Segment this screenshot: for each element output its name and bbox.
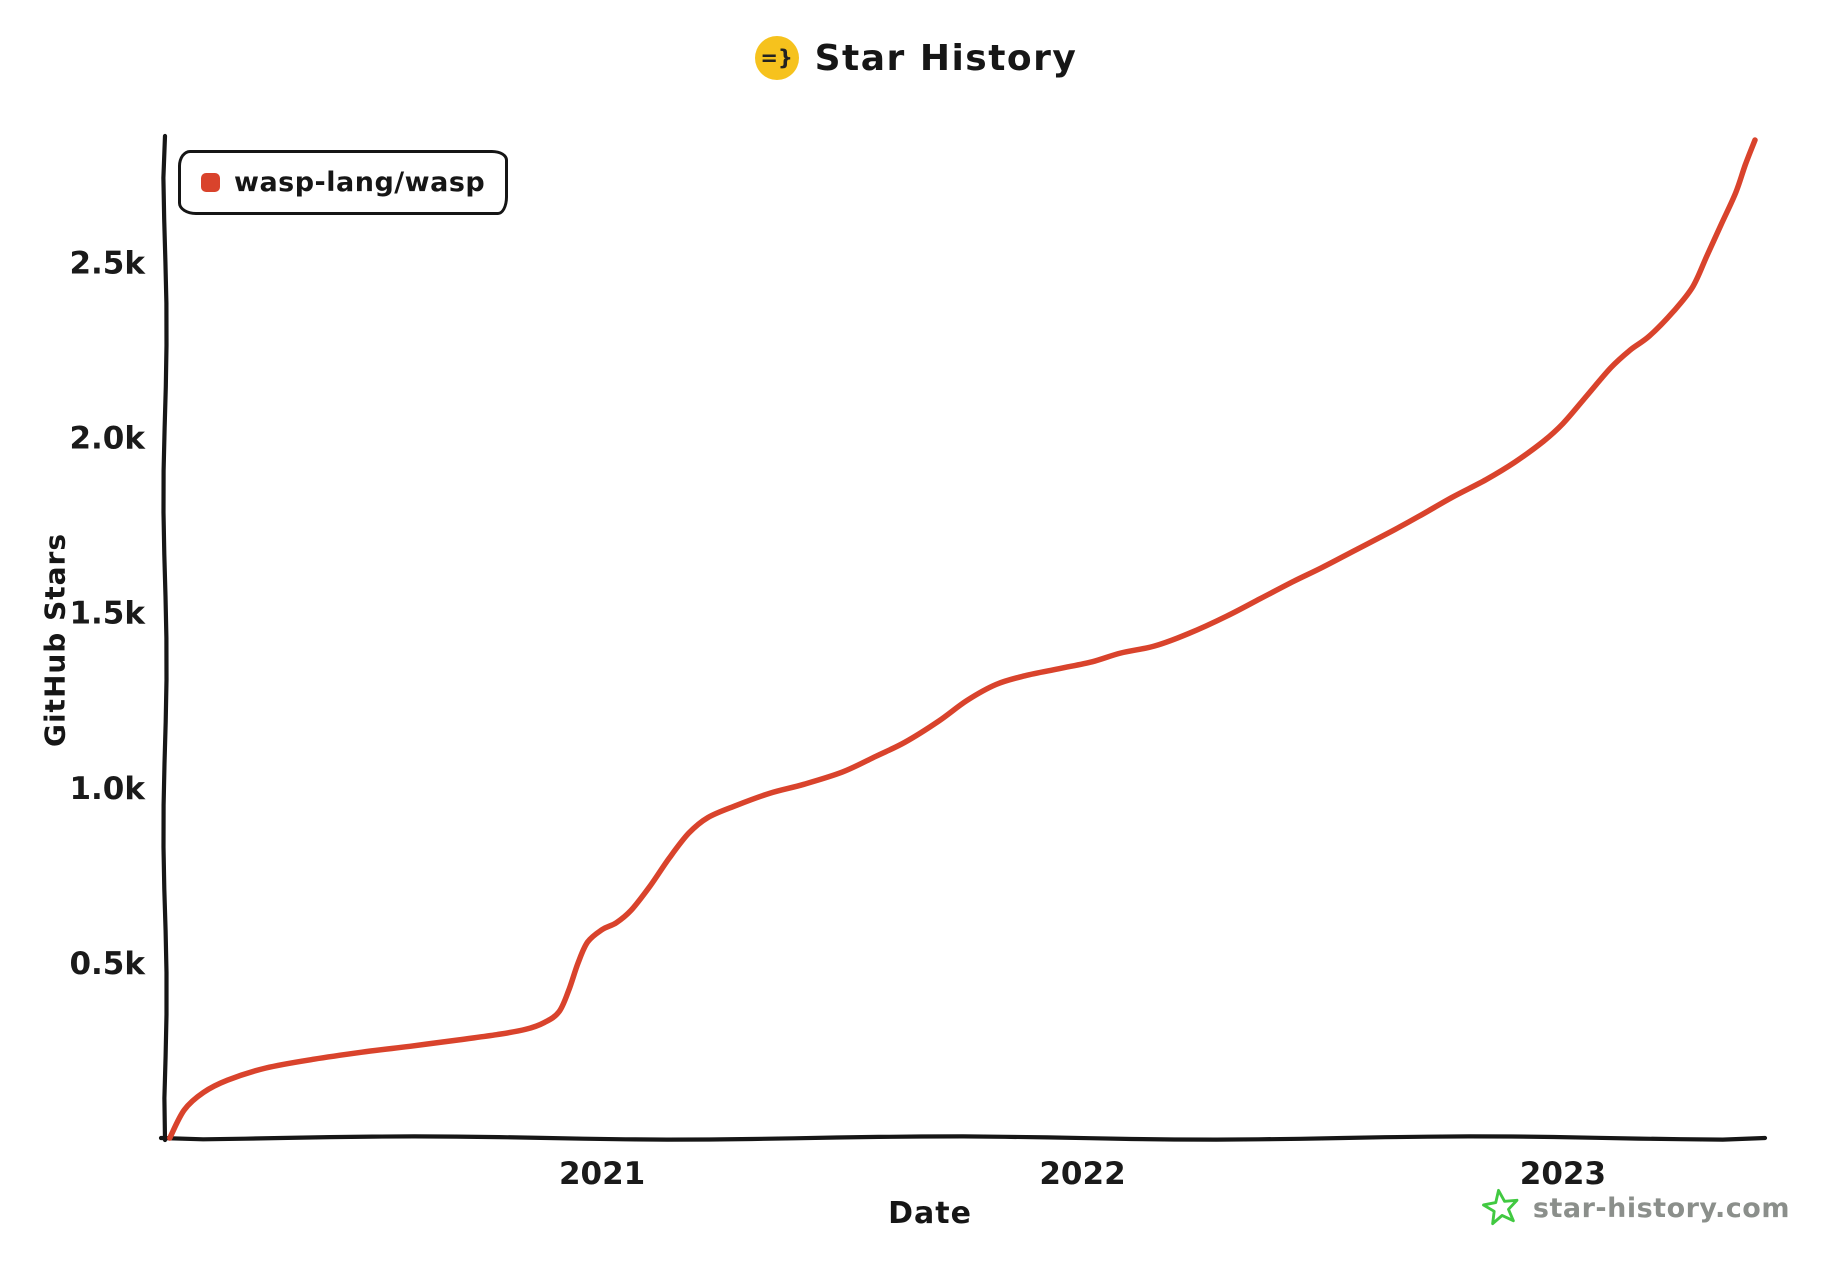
x-tick-label: 2022 <box>1039 1156 1125 1192</box>
page-title: Star History <box>814 37 1078 79</box>
x-axis-title: Date <box>888 1196 972 1231</box>
x-axis-line <box>158 1134 1768 1142</box>
y-tick-label: 2.5k <box>69 246 146 282</box>
y-axis-title: GitHub Stars <box>38 532 72 748</box>
y-tick-label: 2.0k <box>69 421 146 457</box>
watermark-text: star-history.com <box>1532 1192 1790 1224</box>
y-tick-label: 1.5k <box>69 596 146 632</box>
chart-header: =} Star History <box>0 36 1832 80</box>
series-line <box>167 137 1758 1141</box>
watermark: star-history.com <box>1481 1188 1790 1228</box>
star-icon <box>1481 1188 1519 1226</box>
legend-series-label: wasp-lang/wasp <box>234 167 486 198</box>
x-tick-label: 2021 <box>559 1156 645 1192</box>
legend: wasp-lang/wasp <box>178 150 509 215</box>
y-tick-label: 1.0k <box>69 771 146 807</box>
y-tick-label: 0.5k <box>69 946 146 982</box>
star-history-title-icon: =} <box>754 36 799 80</box>
y-axis-line <box>161 133 169 1143</box>
x-tick-label: 2023 <box>1520 1156 1606 1192</box>
legend-marker <box>201 173 220 192</box>
